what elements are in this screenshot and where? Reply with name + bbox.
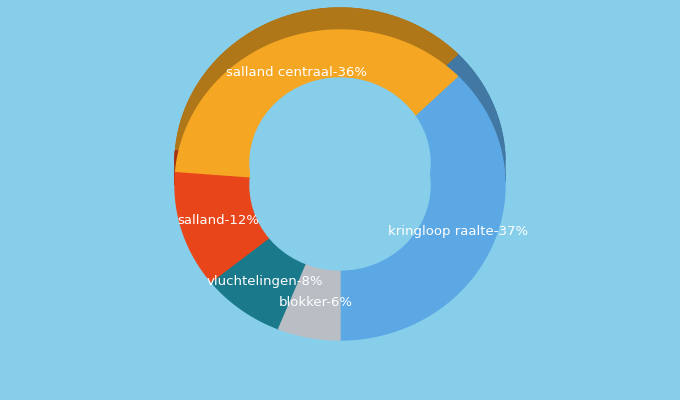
- Polygon shape: [175, 30, 458, 178]
- Polygon shape: [175, 8, 458, 156]
- Polygon shape: [212, 238, 307, 329]
- Polygon shape: [458, 54, 505, 182]
- Text: vluchtelingen-8%: vluchtelingen-8%: [206, 275, 322, 288]
- Ellipse shape: [250, 78, 430, 248]
- Text: salland-12%: salland-12%: [177, 214, 259, 227]
- Polygon shape: [279, 264, 340, 340]
- Ellipse shape: [250, 100, 430, 270]
- Polygon shape: [175, 173, 270, 283]
- Polygon shape: [404, 103, 430, 183]
- Text: kringloop raalte-37%: kringloop raalte-37%: [388, 225, 528, 238]
- Text: blokker-6%: blokker-6%: [279, 296, 353, 309]
- Polygon shape: [250, 78, 404, 178]
- Polygon shape: [340, 76, 505, 340]
- Text: salland centraal-36%: salland centraal-36%: [226, 66, 367, 79]
- Polygon shape: [175, 8, 458, 173]
- Polygon shape: [175, 151, 250, 163]
- Polygon shape: [404, 54, 505, 161]
